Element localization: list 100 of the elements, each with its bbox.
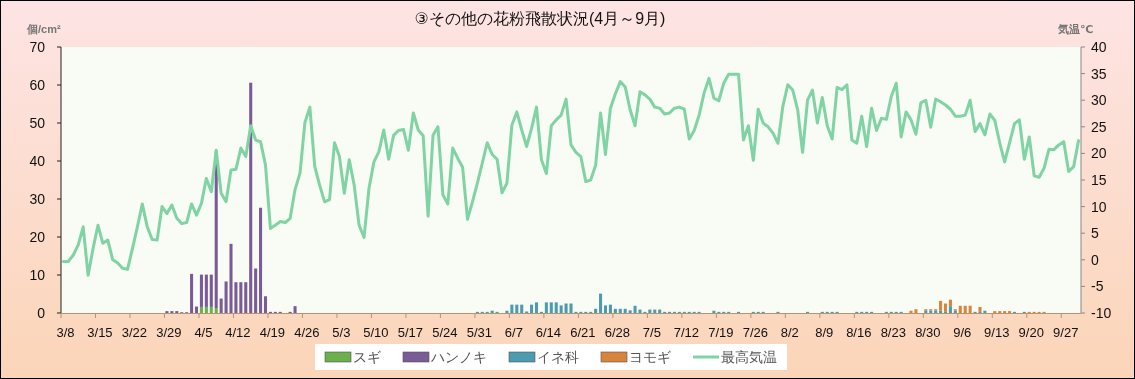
legend-label: ハンノキ	[430, 349, 487, 365]
bar	[653, 309, 657, 313]
x-tick-label: 7/19	[708, 325, 734, 340]
bar	[194, 306, 199, 313]
bar	[978, 306, 982, 312]
bar	[638, 309, 642, 313]
y2-tick-label: 40	[1091, 39, 1107, 55]
bar	[219, 298, 223, 313]
x-tick-label: 4/19	[259, 325, 286, 340]
bar	[939, 300, 943, 311]
y2-tick-label: 15	[1091, 172, 1107, 188]
bar	[958, 305, 962, 313]
x-tick-label: 7/12	[673, 325, 699, 340]
x-tick-label: 3/29	[156, 325, 182, 340]
y-tick-label: 20	[29, 229, 46, 245]
bar	[515, 304, 519, 313]
bar	[534, 302, 539, 313]
bar	[544, 302, 548, 313]
y-tick-label: 30	[29, 191, 46, 207]
y2-axis-title: 気温℃	[1057, 23, 1094, 35]
x-tick-label: 8/2	[780, 325, 799, 340]
x-tick-label: 6/7	[504, 325, 523, 340]
bar	[599, 293, 603, 313]
bar	[229, 243, 233, 313]
x-tick-label: 7/5	[642, 325, 661, 340]
y2-tick-label: -10	[1091, 305, 1112, 321]
x-tick-label: 8/23	[880, 325, 906, 340]
bar	[254, 268, 258, 313]
legend-label: イネ科	[537, 349, 579, 365]
x-tick-label: 5/24	[432, 325, 458, 340]
x-tick-label: 5/10	[363, 325, 389, 340]
bar	[968, 305, 972, 313]
y2-tick-label: 0	[1091, 251, 1099, 268]
bar	[293, 306, 297, 313]
x-tick-label: 9/20	[1018, 325, 1044, 340]
y2-tick-label: 35	[1091, 65, 1107, 82]
y-tick-label: 10	[29, 267, 46, 283]
bar	[549, 302, 553, 313]
y-tick-label: 70	[29, 39, 46, 55]
bar	[259, 207, 263, 313]
y2-tick-label: 20	[1091, 145, 1107, 162]
bar	[249, 82, 253, 313]
bar	[239, 282, 243, 313]
bar	[559, 305, 563, 313]
y-tick-label: 40	[29, 153, 46, 169]
x-tick-label: 5/31	[466, 325, 493, 340]
bar	[530, 304, 534, 313]
bar	[628, 310, 632, 313]
bar	[554, 302, 558, 313]
bar	[214, 308, 218, 313]
x-tick-label: 4/12	[225, 325, 251, 340]
x-tick-label: 6/14	[535, 325, 562, 340]
x-tick-label: 9/6	[953, 325, 972, 340]
x-tick-label: 3/22	[121, 325, 148, 340]
x-tick-label: 9/27	[1053, 325, 1079, 340]
x-tick-label: 4/26	[294, 325, 320, 340]
y2-tick-label: 25	[1091, 118, 1107, 135]
bar	[608, 304, 612, 313]
x-tick-label: 5/17	[397, 325, 424, 340]
bar	[199, 274, 203, 307]
bar	[204, 274, 208, 307]
bar	[190, 273, 194, 313]
bar	[943, 303, 948, 312]
bar	[963, 305, 967, 313]
bar	[204, 306, 208, 313]
y2-tick-label: 10	[1091, 198, 1107, 215]
bar	[618, 308, 622, 313]
bar	[948, 306, 952, 313]
x-tick-label: 6/21	[570, 325, 596, 340]
bar	[948, 299, 952, 307]
bar	[209, 306, 213, 313]
bar	[909, 310, 913, 313]
x-tick-label: 8/16	[846, 325, 872, 340]
bar	[209, 274, 213, 307]
x-tick-label: 8/9	[815, 325, 834, 340]
x-tick-label: 7/26	[742, 325, 768, 340]
y-tick-label: 60	[29, 77, 46, 93]
chart-title: ③その他の花粉飛散状況(4月～9月)	[414, 10, 666, 27]
x-tick-label: 8/30	[915, 325, 941, 340]
bar	[939, 310, 943, 313]
bar	[520, 304, 524, 313]
x-tick-label: 3/15	[87, 325, 113, 340]
bar	[623, 308, 627, 313]
x-tick-label: 9/13	[984, 325, 1010, 340]
x-tick-label: 3/8	[56, 325, 75, 340]
y2-tick-label: 30	[1091, 92, 1107, 109]
x-tick-label: 4/5	[194, 325, 213, 340]
bar	[510, 304, 514, 313]
y-tick-label: 50	[29, 115, 46, 131]
y-axis-title: 個/cm²	[26, 23, 61, 35]
bar	[263, 296, 268, 313]
y2-tick-label: 5	[1091, 225, 1099, 242]
legend-label: スギ	[353, 349, 381, 365]
y2-tick-label: -5	[1091, 278, 1104, 295]
x-tick-label: 6/28	[604, 325, 630, 340]
bar	[658, 309, 662, 313]
bar	[594, 308, 598, 313]
bar	[244, 282, 248, 313]
line-series	[61, 72, 1081, 277]
bar	[603, 305, 608, 313]
